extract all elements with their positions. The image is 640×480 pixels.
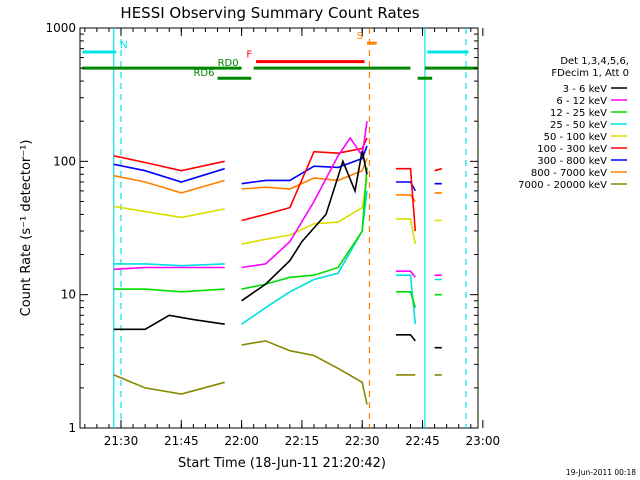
flag-label: RD6 — [193, 68, 214, 79]
legend-entry-label: 100 - 300 keV — [537, 144, 607, 155]
plot-area: N S F RD0 RD6 — [79, 27, 479, 429]
x-axis-ticks: 21:30 21:45 22:00 22:15 22:30 22:45 23:00 — [84, 28, 501, 448]
series-line — [113, 190, 442, 325]
flag-bars: N S F RD0 RD6 — [82, 31, 478, 80]
series-line — [113, 177, 442, 245]
legend-entry-label: 7000 - 20000 keV — [518, 180, 607, 191]
y-axis-label: Count Rate (s⁻¹ detector⁻¹) — [19, 140, 34, 317]
series-line — [113, 150, 442, 349]
series-line — [113, 137, 443, 232]
vertical-markers — [113, 28, 467, 428]
chart-title: HESSI Observing Summary Count Rates — [120, 4, 419, 22]
legend-entry-label: 6 - 12 keV — [556, 96, 607, 107]
y-axis-ticks: 1 10 100 1000 — [45, 21, 478, 435]
y-tick-label: 100 — [53, 154, 76, 168]
y-tick-label: 1000 — [45, 21, 76, 35]
legend-entry-label: 50 - 100 keV — [544, 132, 608, 143]
flag-label: N — [120, 40, 127, 51]
series-line — [113, 340, 442, 405]
flag-label: RD0 — [218, 58, 239, 69]
legend-header: FDecim 1, Att 0 — [551, 68, 629, 79]
x-tick-label: 22:00 — [224, 434, 259, 448]
legend-entry-label: 3 - 6 keV — [563, 84, 607, 95]
y-tick-label: 1 — [68, 421, 76, 435]
flag-label: F — [246, 50, 252, 61]
series-line — [113, 158, 442, 202]
x-tick-label: 22:30 — [345, 434, 380, 448]
series-line — [113, 167, 442, 308]
legend-entry-label: 12 - 25 keV — [550, 108, 607, 119]
y-tick-label: 10 — [61, 288, 76, 302]
x-tick-label: 21:45 — [164, 434, 199, 448]
legend-header: Det 1,3,4,5,6, — [560, 56, 629, 67]
x-tick-label: 21:30 — [104, 434, 139, 448]
x-tick-label: 22:15 — [285, 434, 320, 448]
series-line — [113, 121, 442, 278]
x-axis-label: Start Time (18-Jun-11 21:20:42) — [178, 456, 386, 471]
plot-frame — [79, 27, 479, 429]
flag-label: S — [357, 31, 363, 42]
legend-entry-label: 25 - 50 keV — [550, 120, 607, 131]
x-tick-label: 22:45 — [405, 434, 440, 448]
legend-entry-label: 800 - 7000 keV — [531, 168, 607, 179]
series-line — [113, 145, 442, 192]
legend: Det 1,3,4,5,6,FDecim 1, Att 0 3 - 6 keV6 … — [518, 56, 629, 191]
legend-entry-label: 300 - 800 keV — [537, 156, 607, 167]
x-tick-label: 23:00 — [466, 434, 501, 448]
series-lines — [113, 121, 443, 405]
footer-timestamp: 19-Jun-2011 00:18 — [566, 468, 636, 477]
